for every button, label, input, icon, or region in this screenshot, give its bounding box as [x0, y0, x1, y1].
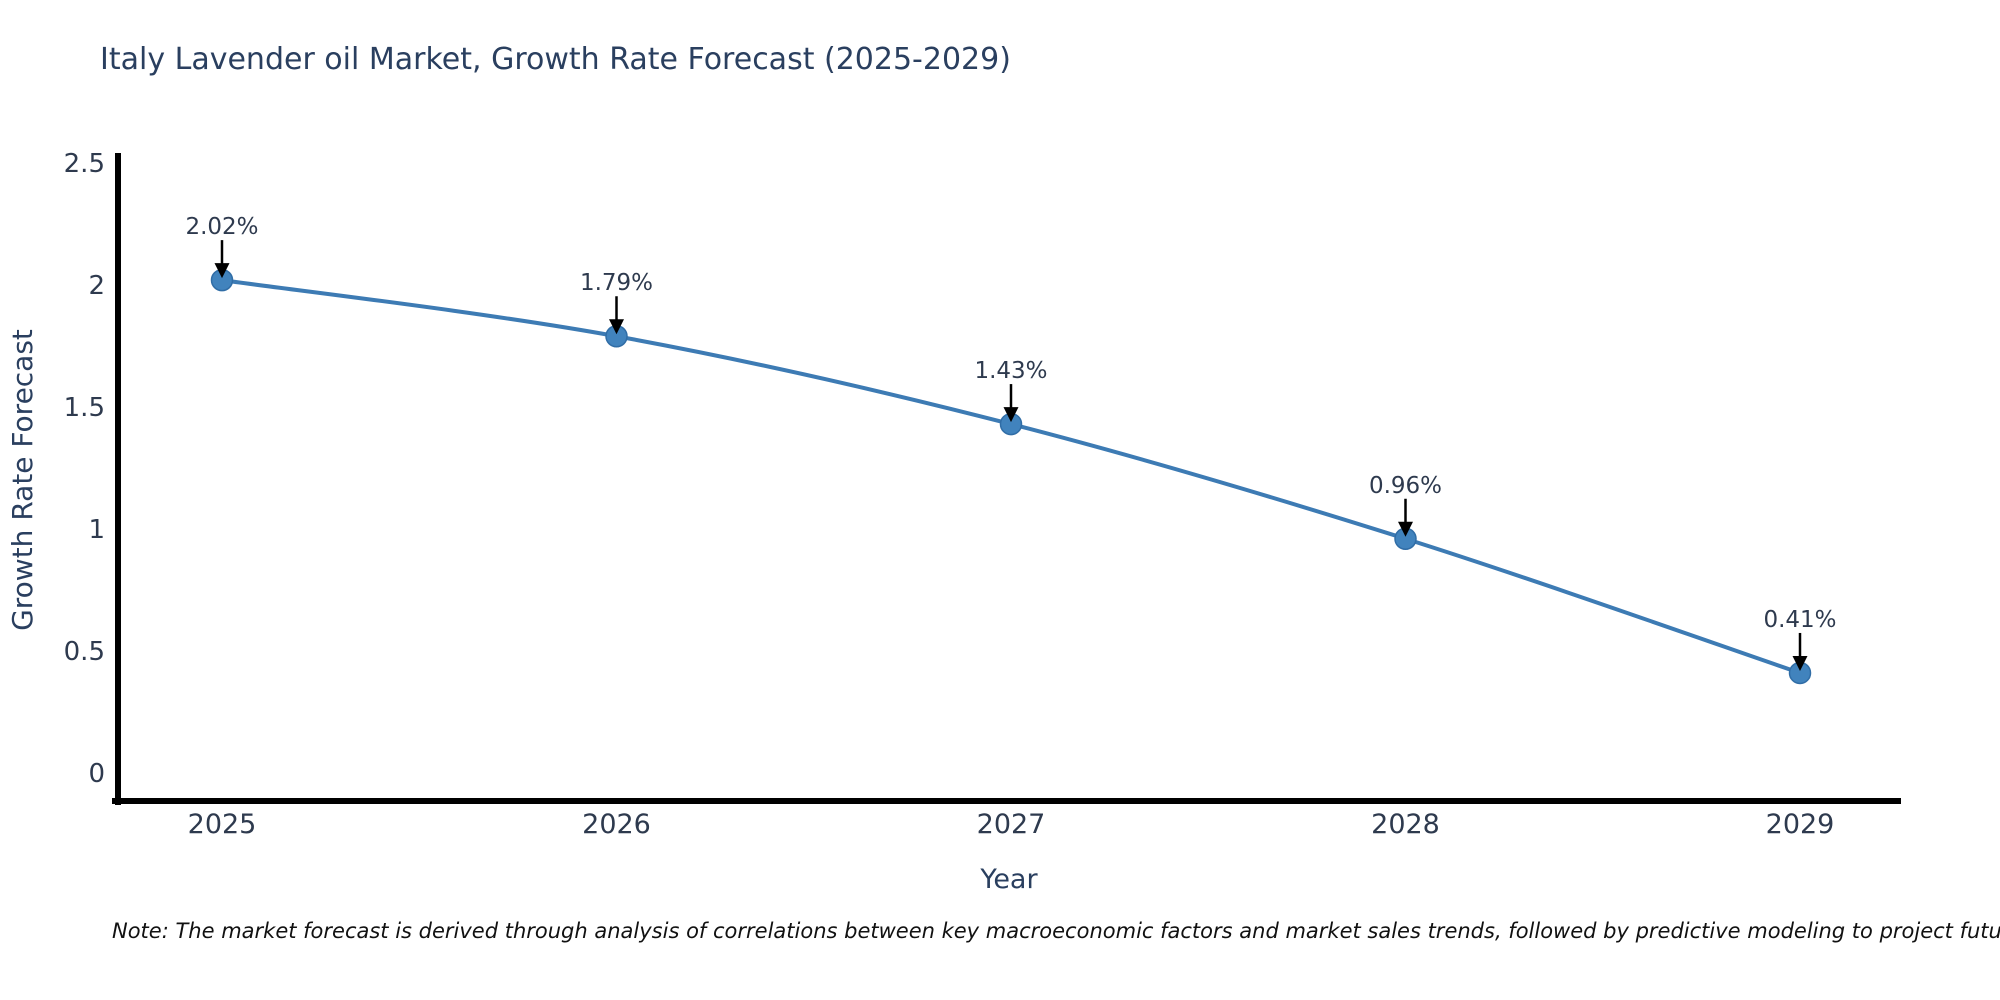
annotation-arrowhead-icon	[1003, 407, 1019, 423]
x-tick-label: 2025	[188, 809, 257, 840]
chart-title: Italy Lavender oil Market, Growth Rate F…	[100, 42, 1011, 77]
point-value-label: 0.96%	[1369, 473, 1442, 499]
point-value-label: 1.43%	[974, 358, 1047, 384]
forecast-line	[221, 278, 1801, 675]
point-value-label: 0.41%	[1763, 607, 1836, 633]
y-tick-label: 0.5	[64, 637, 105, 667]
y-tick-label: 2.5	[64, 149, 105, 179]
annotation-arrowhead-icon	[1398, 521, 1413, 537]
x-tick-label: 2027	[977, 809, 1046, 840]
y-tick-label: 2	[88, 271, 105, 301]
y-tick-label: 0	[88, 759, 105, 789]
x-tick-label: 2028	[1371, 809, 1440, 840]
y-axis-line	[115, 153, 121, 805]
y-tick-label: 1	[88, 515, 105, 545]
x-axis-title: Year	[979, 864, 1038, 895]
point-value-label: 2.02%	[185, 214, 258, 240]
x-tick-label: 2026	[582, 809, 651, 840]
annotation-arrowhead-icon	[1792, 655, 1808, 671]
annotation-arrowhead-icon	[609, 319, 624, 335]
footnote: Note: The market forecast is derived thr…	[112, 919, 2000, 943]
point-value-label: 1.79%	[580, 270, 653, 296]
x-axis-line	[112, 798, 1901, 804]
y-tick-label: 1.5	[64, 393, 105, 423]
y-axis-title: Growth Rate Forecast	[6, 329, 39, 631]
x-tick-label: 2029	[1766, 809, 1835, 840]
annotation-arrowhead-icon	[214, 263, 230, 279]
